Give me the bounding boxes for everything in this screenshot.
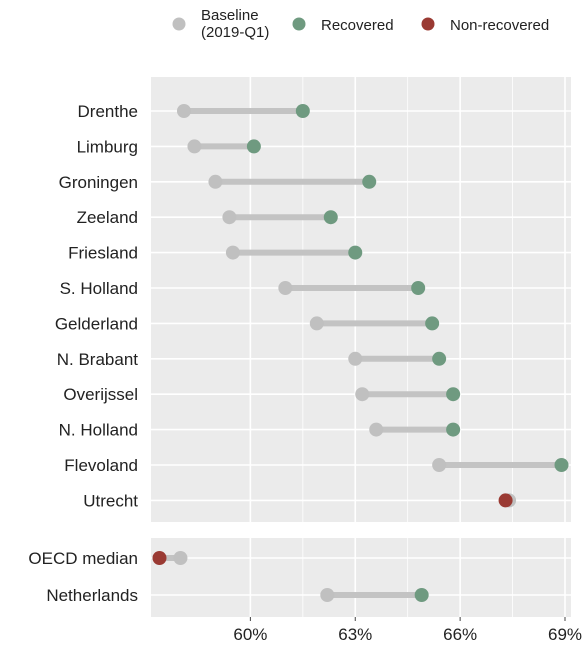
baseline-point xyxy=(173,551,188,565)
legend-recovered-label: Recovered xyxy=(321,17,394,34)
legend-baseline-label-line1: Baseline xyxy=(201,7,259,24)
baseline-point xyxy=(348,351,363,366)
plot-panels: Drenthe Limburg Groningen Zeeland Friesland S… xyxy=(28,77,571,617)
row-label: N. Holland xyxy=(59,421,138,440)
row-label: Zeeland xyxy=(77,208,138,227)
recovered-point xyxy=(414,588,429,602)
row-label: Gelderland xyxy=(55,314,138,333)
row-friesland: Friesland xyxy=(68,244,571,263)
row-label: Drenthe xyxy=(78,102,138,121)
recovered-point xyxy=(432,351,447,366)
recovered-point xyxy=(446,422,461,437)
row-label: Flevoland xyxy=(64,456,138,475)
baseline-point xyxy=(355,387,370,402)
row-drenthe: Drenthe xyxy=(78,102,571,121)
x-axis: 60% 63% 66% 69% xyxy=(233,617,582,644)
row-netherlands: Netherlands xyxy=(46,586,571,605)
legend-recovered-marker xyxy=(292,17,306,31)
legend-baseline-marker xyxy=(172,17,186,31)
baseline-point xyxy=(369,422,384,437)
recovered-point xyxy=(554,458,569,472)
panel-1: Drenthe Limburg Groningen Zeeland Friesland S… xyxy=(55,77,571,522)
row-label: Utrecht xyxy=(83,491,138,510)
row-label: S. Holland xyxy=(60,279,138,298)
row-limburg: Limburg xyxy=(77,137,571,156)
baseline-point xyxy=(187,139,202,154)
row-utrecht: Utrecht xyxy=(83,491,571,510)
row-label: OECD median xyxy=(28,549,138,568)
row-label: Groningen xyxy=(59,173,138,192)
row-groningen: Groningen xyxy=(59,173,571,192)
recovered-point xyxy=(323,210,338,225)
recovered-point xyxy=(425,316,440,331)
row-label: Overijssel xyxy=(63,385,138,404)
x-tick-label: 66% xyxy=(443,625,477,644)
baseline-point xyxy=(222,210,237,225)
legend-baseline-label-line2: (2019-Q1) xyxy=(201,24,269,41)
baseline-point xyxy=(320,588,335,602)
row-s-holland: S. Holland xyxy=(60,279,571,298)
recovered-point xyxy=(295,104,310,118)
baseline-point xyxy=(176,104,191,118)
x-tick-label: 69% xyxy=(548,625,582,644)
row-flevoland: Flevoland xyxy=(64,456,571,475)
baseline-point xyxy=(225,245,240,260)
baseline-point xyxy=(309,316,324,331)
panel-2: OECD median Netherlands xyxy=(28,538,571,617)
recovered-point xyxy=(348,245,363,260)
row-label: Limburg xyxy=(77,137,138,156)
baseline-point xyxy=(278,281,293,295)
nonrecovered-point xyxy=(152,551,167,565)
nonrecovered-point xyxy=(498,493,513,508)
recovered-point xyxy=(362,174,377,189)
panel-background xyxy=(151,538,571,617)
legend-nonrecovered-label: Non-recovered xyxy=(450,17,549,34)
recovered-point xyxy=(411,281,426,295)
baseline-point xyxy=(208,174,223,189)
legend: Baseline (2019-Q1) Recovered Non-recover… xyxy=(172,7,549,41)
row-n-brabant: N. Brabant xyxy=(57,350,571,369)
legend-nonrecovered-marker xyxy=(421,17,435,31)
row-zeeland: Zeeland xyxy=(77,208,571,227)
row-gelderland: Gelderland xyxy=(55,314,571,333)
x-tick-label: 60% xyxy=(233,625,267,644)
row-label: N. Brabant xyxy=(57,350,139,369)
baseline-point xyxy=(432,458,447,472)
recovered-point xyxy=(446,387,461,402)
panel-background xyxy=(151,77,571,522)
row-label: Friesland xyxy=(68,244,138,263)
x-tick-label: 63% xyxy=(338,625,372,644)
recovered-point xyxy=(246,139,261,154)
row-overijssel: Overijssel xyxy=(63,385,571,404)
row-n-holland: N. Holland xyxy=(59,421,571,440)
row-oecd-median: OECD median xyxy=(28,549,571,568)
row-label: Netherlands xyxy=(46,586,138,605)
